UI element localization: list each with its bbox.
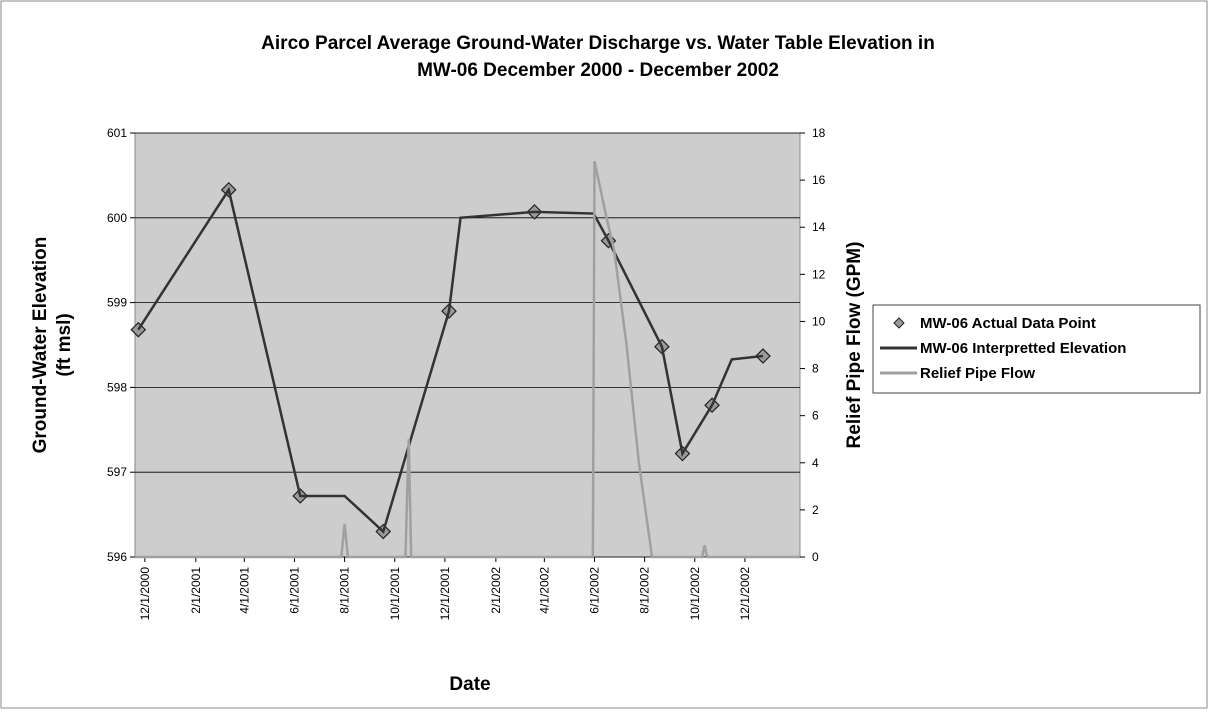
x-tick-label: 8/1/2001 (338, 567, 352, 614)
y2-tick-label: 0 (812, 550, 819, 564)
x-tick-label: 2/1/2002 (489, 567, 503, 614)
y2-tick-label: 14 (812, 220, 826, 234)
y2-tick-label: 10 (812, 314, 826, 328)
x-tick-label: 10/1/2001 (388, 567, 402, 621)
x-tick-label: 10/1/2002 (688, 567, 702, 621)
chart-title: Airco Parcel Average Ground-Water Discha… (261, 33, 935, 54)
y2-axis-title: Relief Pipe Flow (GPM) (844, 242, 865, 449)
y2-tick-label: 6 (812, 409, 819, 423)
plot-area (134, 132, 801, 558)
x-tick-label: 12/1/2001 (438, 567, 452, 621)
legend-marker (893, 317, 905, 329)
y-axis-title: (ft msl) (54, 313, 75, 376)
legend-label: MW-06 Actual Data Point (920, 315, 1096, 332)
x-tick-label: 4/1/2002 (537, 567, 551, 614)
y-tick-label: 599 (107, 296, 127, 310)
y-tick-label: 597 (107, 465, 127, 479)
x-axis-title: Date (449, 674, 490, 695)
x-tick-label: 6/1/2002 (587, 567, 601, 614)
legend (872, 304, 1201, 394)
y-axis-title: Ground-Water Elevation (30, 237, 51, 454)
chart-title: MW-06 December 2000 - December 2002 (417, 60, 779, 81)
series-line (137, 186, 764, 534)
y2-tick-label: 8 (812, 362, 819, 376)
data-point (755, 348, 771, 364)
x-tick-label: 2/1/2001 (189, 567, 203, 614)
y-tick-label: 598 (107, 380, 127, 394)
y-tick-label: 601 (107, 126, 127, 140)
x-tick-label: 12/1/2000 (138, 567, 152, 621)
legend-label: MW-06 Interpretted Elevation (920, 340, 1126, 357)
series-line (135, 161, 800, 559)
y2-tick-label: 16 (812, 173, 826, 187)
y-tick-label: 600 (107, 211, 127, 225)
x-tick-label: 8/1/2002 (638, 567, 652, 614)
y-tick-label: 596 (107, 550, 127, 564)
legend-label: Relief Pipe Flow (920, 365, 1035, 382)
y2-tick-label: 2 (812, 503, 819, 517)
x-tick-label: 6/1/2001 (287, 567, 301, 614)
y2-tick-label: 18 (812, 126, 826, 140)
x-tick-label: 4/1/2001 (237, 567, 251, 614)
y2-tick-label: 12 (812, 267, 826, 281)
x-tick-label: 12/1/2002 (738, 567, 752, 621)
y2-tick-label: 4 (812, 456, 819, 470)
